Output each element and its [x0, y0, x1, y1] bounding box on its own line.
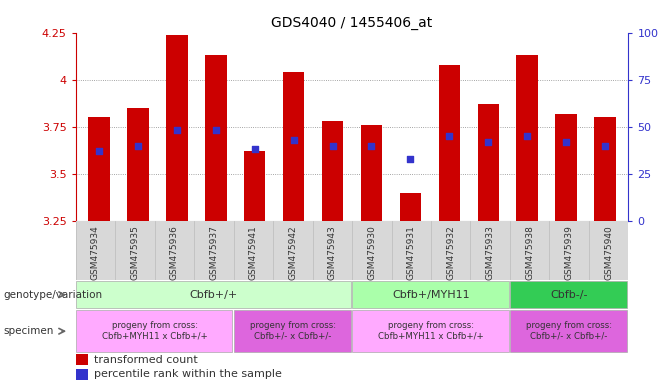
- Text: GSM475940: GSM475940: [604, 225, 613, 280]
- Bar: [517, 55, 538, 221]
- Bar: [127, 108, 149, 221]
- Text: progeny from cross:
Cbfb+/- x Cbfb+/-: progeny from cross: Cbfb+/- x Cbfb+/-: [250, 321, 336, 341]
- Point: [561, 139, 571, 145]
- Text: genotype/variation: genotype/variation: [3, 290, 103, 300]
- Bar: [283, 72, 305, 221]
- Bar: [76, 369, 88, 380]
- Text: progeny from cross:
Cbfb+/- x Cbfb+/-: progeny from cross: Cbfb+/- x Cbfb+/-: [526, 321, 612, 341]
- Text: GSM475931: GSM475931: [407, 225, 416, 280]
- Bar: [439, 65, 460, 221]
- Bar: [352, 310, 509, 353]
- Bar: [399, 193, 421, 221]
- Text: GSM475943: GSM475943: [328, 225, 337, 280]
- Bar: [234, 310, 351, 353]
- Bar: [76, 354, 88, 365]
- Point: [600, 142, 611, 149]
- Text: progeny from cross:
Cbfb+MYH11 x Cbfb+/+: progeny from cross: Cbfb+MYH11 x Cbfb+/+: [378, 321, 484, 341]
- Point: [172, 127, 182, 134]
- Text: Cbfb-/-: Cbfb-/-: [551, 290, 588, 300]
- Bar: [361, 125, 382, 221]
- Text: Cbfb+/MYH11: Cbfb+/MYH11: [392, 290, 470, 300]
- Text: GSM475933: GSM475933: [486, 225, 495, 280]
- Bar: [510, 281, 627, 308]
- Bar: [594, 118, 616, 221]
- Bar: [88, 118, 110, 221]
- Bar: [76, 281, 351, 308]
- Bar: [205, 55, 226, 221]
- Point: [444, 133, 455, 139]
- Text: GSM475942: GSM475942: [288, 225, 297, 280]
- Bar: [166, 35, 188, 221]
- Text: GSM475932: GSM475932: [446, 225, 455, 280]
- Bar: [352, 281, 509, 308]
- Point: [405, 156, 416, 162]
- Bar: [244, 151, 265, 221]
- Bar: [478, 104, 499, 221]
- Bar: [555, 114, 577, 221]
- Point: [483, 139, 494, 145]
- Bar: [76, 310, 232, 353]
- Bar: [510, 310, 627, 353]
- Point: [93, 148, 104, 154]
- Text: percentile rank within the sample: percentile rank within the sample: [94, 369, 282, 379]
- Text: GSM475939: GSM475939: [565, 225, 574, 280]
- Text: GSM475938: GSM475938: [525, 225, 534, 280]
- Point: [133, 142, 143, 149]
- Text: specimen: specimen: [3, 326, 54, 336]
- Text: GSM475941: GSM475941: [249, 225, 258, 280]
- Text: GSM475930: GSM475930: [367, 225, 376, 280]
- Text: GSM475936: GSM475936: [170, 225, 179, 280]
- Point: [211, 127, 221, 134]
- Bar: [322, 121, 343, 221]
- Text: GSM475934: GSM475934: [91, 225, 100, 280]
- Text: transformed count: transformed count: [94, 355, 198, 365]
- Point: [367, 142, 377, 149]
- Text: progeny from cross:
Cbfb+MYH11 x Cbfb+/+: progeny from cross: Cbfb+MYH11 x Cbfb+/+: [102, 321, 207, 341]
- Text: GSM475937: GSM475937: [209, 225, 218, 280]
- Text: Cbfb+/+: Cbfb+/+: [190, 290, 238, 300]
- Point: [327, 142, 338, 149]
- Point: [522, 133, 532, 139]
- Text: GSM475935: GSM475935: [130, 225, 139, 280]
- Point: [249, 146, 260, 152]
- Point: [288, 137, 299, 143]
- Title: GDS4040 / 1455406_at: GDS4040 / 1455406_at: [271, 16, 433, 30]
